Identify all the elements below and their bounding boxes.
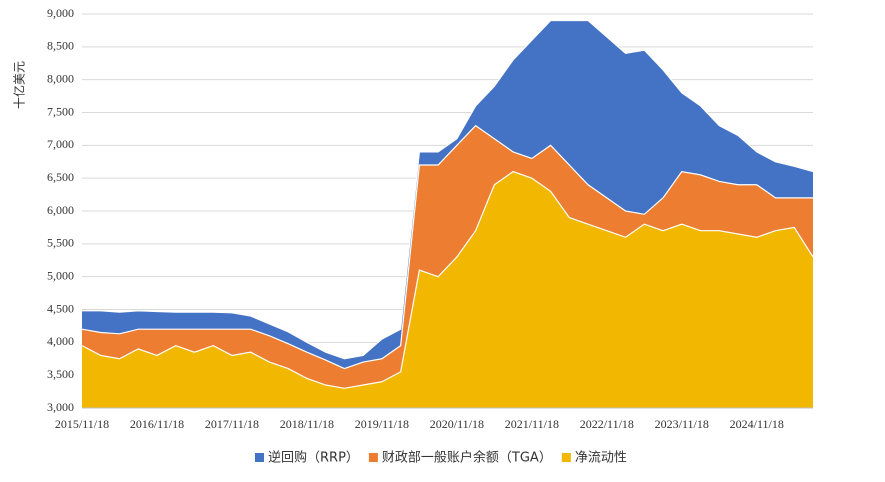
y-tick-label: 7,500 (47, 104, 74, 118)
y-tick-label: 3,000 (47, 400, 74, 414)
area-edge (82, 19, 814, 360)
y-tick-label: 4,000 (47, 334, 74, 348)
y-tick-label: 6,500 (47, 170, 74, 184)
y-tick-label: 8,500 (47, 39, 74, 53)
x-tick-label: 2022/11/18 (580, 417, 634, 431)
x-tick-label: 2023/11/18 (655, 417, 709, 431)
y-tick-label: 3,500 (47, 367, 74, 381)
legend-swatch (255, 453, 264, 462)
legend-label: 净流动性 (575, 451, 627, 466)
area (82, 125, 813, 389)
x-tick-label: 2015/11/18 (55, 417, 109, 431)
x-tick-label: 2020/11/18 (430, 417, 484, 431)
legend: 逆回购（RRP） 财政部一般账户余额（TGA） 净流动性 (255, 450, 627, 466)
y-tick-label: 5,500 (47, 236, 74, 250)
x-tick-label: 2018/11/18 (280, 417, 334, 431)
x-tick-label: 2021/11/18 (505, 417, 559, 431)
x-tick-label: 2017/11/18 (205, 417, 259, 431)
legend-swatch (368, 453, 378, 462)
x-tick-label: 2024/11/18 (730, 417, 784, 431)
area-edge (81, 124, 813, 370)
area (82, 171, 813, 408)
y-axis-label: 十亿美元 (12, 61, 27, 109)
area-edge (81, 170, 814, 389)
y-tick-label: 6,000 (47, 203, 74, 217)
area (82, 20, 813, 369)
y-tick-label: 5,000 (47, 268, 74, 282)
legend-label: 逆回购（RRP） (268, 450, 359, 466)
x-tick-label: 2019/11/18 (355, 417, 409, 431)
y-tick-label: 8,000 (47, 71, 74, 85)
x-tick-label: 2016/11/18 (130, 417, 184, 431)
legend-label: 财政部一般账户余额（TGA） (382, 450, 552, 466)
y-tick-label: 4,500 (47, 301, 74, 315)
legend-swatch (561, 453, 571, 462)
y-tick-label: 7,000 (47, 137, 74, 151)
y-tick-label: 9,000 (47, 6, 74, 20)
